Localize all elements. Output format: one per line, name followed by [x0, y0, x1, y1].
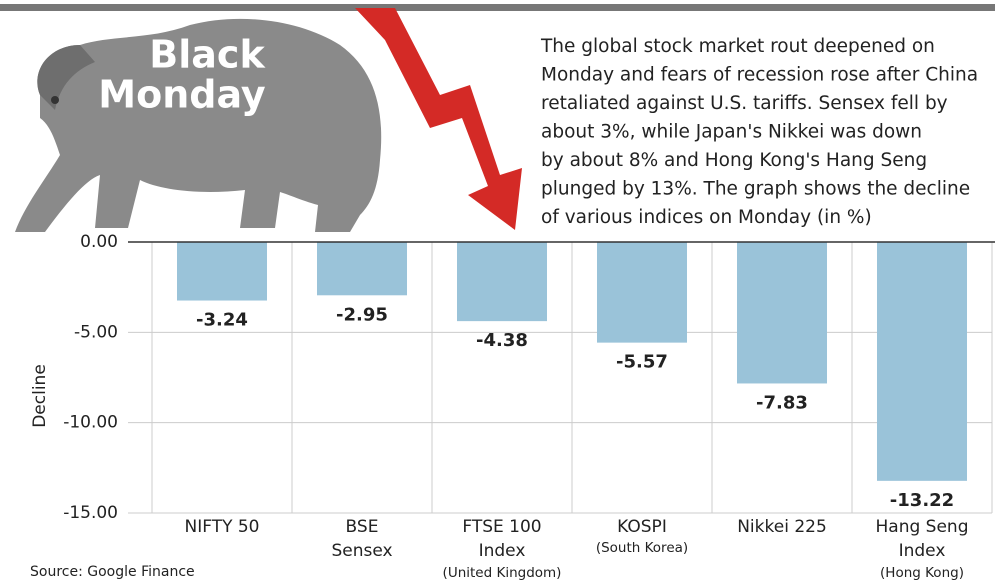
y-tick-label: -10.00	[63, 413, 118, 433]
description-line: plunged by 13%. The graph shows the decl…	[541, 179, 970, 200]
chart-title: Monday	[98, 73, 266, 117]
value-label: -5.57	[616, 352, 668, 373]
bar	[457, 242, 547, 322]
value-label: -4.38	[476, 330, 528, 351]
x-tick-note: (United Kingdom)	[443, 565, 562, 581]
y-tick-label: -5.00	[74, 322, 118, 342]
x-tick-label: Sensex	[331, 541, 392, 561]
y-tick-label: -15.00	[63, 503, 118, 523]
bar	[177, 242, 267, 301]
x-tick-label: Index	[899, 541, 946, 561]
bar	[877, 242, 967, 481]
description-line: retaliated against U.S. tariffs. Sensex …	[541, 93, 948, 114]
source: Source: Google Finance	[30, 564, 195, 580]
description-line: The global stock market rout deepened on	[540, 36, 935, 57]
x-tick-label: Hang Seng	[876, 517, 969, 537]
description-line: about 3%, while Japan's Nikkei was down	[541, 122, 922, 143]
y-axis-label: Decline	[30, 364, 50, 428]
description-line: by about 8% and Hong Kong's Hang Seng	[541, 150, 927, 171]
x-tick-label: NIFTY 50	[184, 517, 259, 537]
bar	[597, 242, 687, 343]
red-arrow	[355, 8, 522, 230]
bear-illustration	[15, 18, 382, 233]
x-tick-label: FTSE 100	[462, 517, 541, 537]
bar	[737, 242, 827, 384]
x-tick-label: BSE	[346, 517, 379, 537]
description-line: of various indices on Monday (in %)	[541, 207, 872, 228]
top-rule	[0, 4, 995, 11]
x-tick-note: (South Korea)	[596, 540, 688, 556]
value-label: -7.83	[756, 392, 808, 413]
value-label: -13.22	[890, 490, 954, 511]
x-tick-note: (Hong Kong)	[880, 565, 964, 581]
x-tick-label: Index	[479, 541, 526, 561]
x-tick-label: KOSPI	[617, 517, 667, 537]
x-tick-label: Nikkei 225	[737, 517, 827, 537]
value-label: -3.24	[196, 310, 248, 331]
bar	[317, 242, 407, 296]
description-line: Monday and fears of recession rose after…	[541, 65, 978, 86]
chart-title: Black	[149, 33, 265, 77]
value-label: -2.95	[336, 304, 388, 325]
y-tick-label: 0.00	[80, 232, 118, 252]
